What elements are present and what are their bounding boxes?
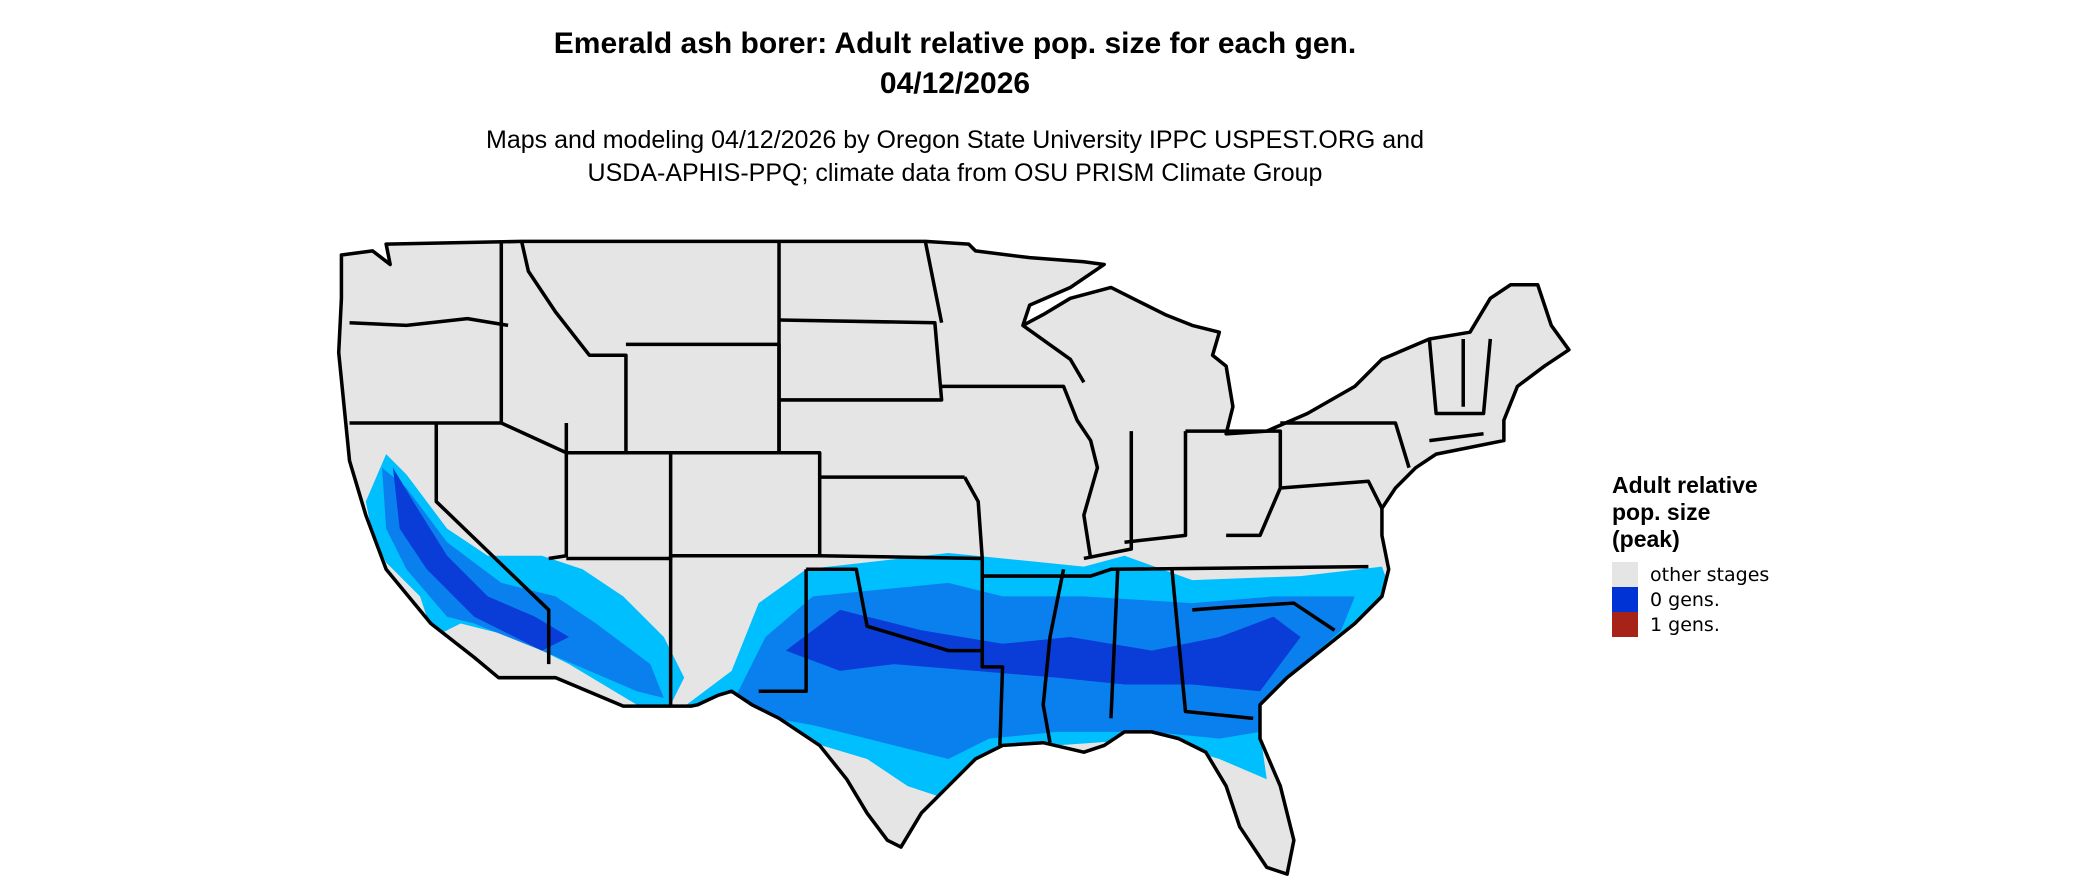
shade-dark-southeast — [785, 609, 1301, 692]
legend: Adult relative pop. size (peak) other st… — [1612, 472, 1769, 637]
legend-title-line-3: (peak) — [1612, 526, 1680, 552]
shade-dark-west — [392, 467, 570, 651]
legend-item-1-gens: 1 gens. — [1612, 612, 1769, 637]
legend-item-0-gens: 0 gens. — [1612, 587, 1769, 612]
map-date: 04/12/2026 — [879, 67, 1031, 100]
legend-title-line-1: Adult relative — [1612, 472, 1758, 498]
legend-label: other stages — [1650, 563, 1770, 586]
shade-mid-west — [382, 467, 664, 698]
map-title: Emerald ash borer: Adult relative pop. s… — [553, 27, 1357, 60]
legend-label: 1 gens. — [1650, 613, 1720, 636]
legend-swatch — [1612, 612, 1638, 637]
subtitle-line-1: Maps and modeling 04/12/2026 by Oregon S… — [486, 126, 1424, 154]
subtitle-line-2: USDA-APHIS-PPQ; climate data from OSU PR… — [587, 159, 1323, 187]
population-shading — [365, 454, 1396, 800]
legend-swatch — [1612, 587, 1638, 612]
legend-title-line-2: pop. size — [1612, 499, 1711, 525]
legend-label: 0 gens. — [1650, 588, 1720, 611]
state-borders — [336, 239, 1571, 876]
legend-item-other-stages: other stages — [1612, 562, 1769, 587]
legend-swatch — [1612, 562, 1638, 587]
